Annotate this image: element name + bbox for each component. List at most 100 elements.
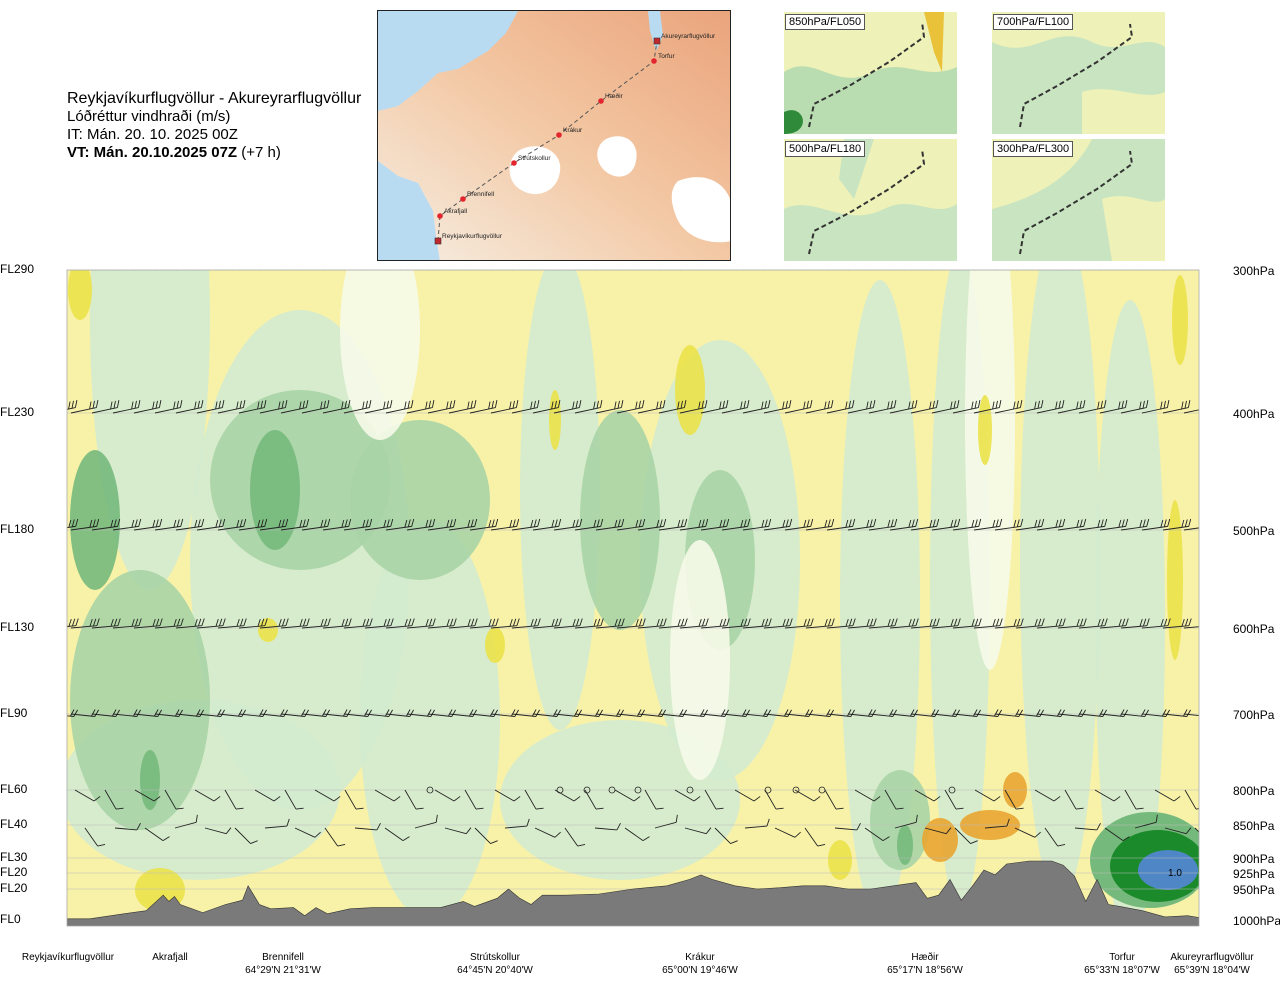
barb-staff [511,270,535,271]
wind-barb [637,618,667,629]
barb-feather [153,709,159,717]
barb-feather [306,518,310,527]
wind-barb [805,270,829,271]
barb-staff [889,525,916,531]
barb-staff [973,525,1000,531]
field-cell [897,825,913,865]
barb-feather [197,400,200,409]
wind-barb [834,822,861,831]
barb-feather [131,519,135,528]
barb-staff [175,713,200,717]
barb-feather [768,518,772,527]
barb-staff [594,827,617,831]
barb-feather [390,618,394,626]
barb-feather [1209,519,1213,526]
wind-barb [259,400,288,414]
thumb-700hpa[interactable]: 700hPa/FL100 [992,12,1165,134]
wind-barb [1099,400,1128,414]
barb-feather [1181,401,1184,410]
barb-feather [955,807,964,810]
barb-feather [1083,518,1087,527]
wind-barb [91,518,121,531]
barb-feather [894,518,898,527]
wind-barb [910,270,934,271]
barb-feather [575,618,580,627]
barb-staff [1162,713,1187,717]
wind-barb [343,270,367,271]
barb-staff [448,713,473,717]
wind-barb [532,270,556,271]
barb-feather [509,618,513,627]
wind-barb [1194,827,1199,844]
wind-barb [1124,789,1144,810]
barb-feather [1135,807,1144,810]
wind-barb [889,518,919,531]
barb-feather [701,400,704,409]
wind-barb [175,518,205,531]
barb-staff [1124,789,1137,810]
barb-staff [574,407,601,414]
barb-feather [526,818,530,827]
barb-feather [89,401,92,410]
barb-feather [974,400,977,409]
barb-feather [636,709,642,717]
barb-feather [302,400,305,409]
barb-staff [238,407,265,414]
barb-feather [599,400,603,408]
barb-staff [637,525,664,531]
barb-staff [1154,789,1175,802]
barb-feather [200,400,204,408]
barb-staff [314,789,335,802]
barb-feather [1018,709,1023,717]
thumb-500hpa[interactable]: 500hPa/FL180 [784,139,957,261]
wind-barb [490,709,519,717]
wind-barb [884,789,904,810]
barb-feather [425,401,428,410]
flight-level-label: FL40 [0,817,28,831]
thumb-300hpa[interactable]: 300hPa/FL300 [992,139,1165,261]
barb-feather [890,519,894,527]
barb-staff [973,625,1000,629]
barb-feather [1076,618,1080,627]
barb-feather [218,255,223,263]
wind-barb [264,818,290,829]
barb-feather [1142,519,1146,527]
wind-barb [721,709,750,717]
barb-feather [71,519,75,527]
wind-barb [74,789,101,802]
barb-feather [1100,519,1104,527]
barb-staff [175,407,202,414]
wind-barb [67,618,79,629]
route-map-svg: AkureyrarflugvöllurTorfurHæðirKrákurStrú… [378,11,730,260]
barb-staff [1015,525,1042,531]
barb-feather [615,709,621,717]
wind-barb [1015,709,1044,717]
barb-feather [577,709,582,717]
barb-feather [683,400,687,408]
barb-feather [362,401,365,410]
barb-feather [302,519,306,527]
barb-staff [74,789,95,802]
barb-feather [596,519,600,527]
barb-feather [194,401,197,410]
barb-staff [931,270,955,271]
barb-staff [868,270,892,271]
wind-barb [595,709,624,717]
barb-feather [998,400,1002,408]
wind-barb [554,789,581,802]
wind-barb [742,400,771,414]
wind-barb [175,400,204,414]
barb-feather [1186,709,1191,717]
wind-barb [1162,400,1191,414]
barb-feather [384,709,390,717]
barb-staff [1134,821,1157,829]
barb-feather [782,618,786,627]
barb-feather [915,618,919,626]
barb-staff [1099,407,1126,414]
barb-feather [323,519,327,527]
barb-feather [1079,519,1083,527]
barb-staff [595,625,622,629]
thumb-850hpa[interactable]: 850hPa/FL050 [784,12,957,134]
wind-barb [868,518,898,531]
